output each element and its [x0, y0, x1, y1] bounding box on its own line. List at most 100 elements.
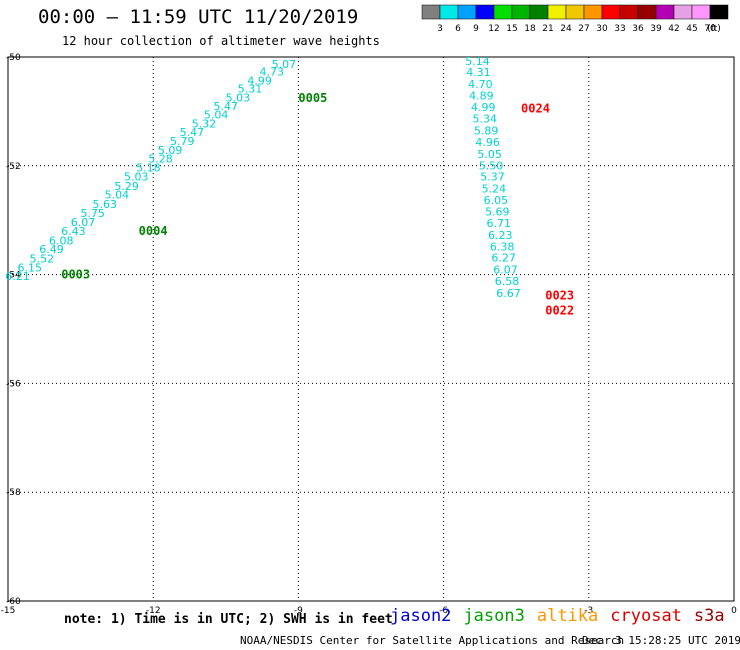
credit-org: NOAA/NESDIS Center for Satellite Applica…: [240, 634, 625, 647]
swh-value: 5.14: [465, 55, 490, 68]
swh-value: 6.15: [18, 262, 43, 275]
page-subtitle: 12 hour collection of altimeter wave hei…: [62, 34, 380, 48]
swh-value: 5.47: [180, 126, 205, 139]
legend-label: 15: [506, 24, 517, 34]
swh-value: 6.07: [493, 264, 518, 277]
x-tick-label: -9: [294, 606, 303, 616]
credit-line: NOAA/NESDIS Center for Satellite Applica…: [240, 634, 740, 647]
swh-value: 5.34: [472, 112, 497, 125]
y-tick-label: -52: [6, 162, 21, 172]
swh-value: 5.24: [482, 183, 507, 196]
swh-value: 5.07: [272, 58, 297, 71]
pass-number: 0022: [545, 304, 574, 318]
legend-label: 3: [437, 24, 443, 34]
legend-swatch: [619, 4, 639, 20]
swh-value: 6.67: [496, 287, 521, 300]
swh-value: 4.70: [468, 78, 493, 91]
swh-value: 5.47: [214, 100, 239, 113]
swh-value: 5.32: [192, 117, 217, 130]
swh-value: 6.07: [71, 216, 96, 229]
swh-value: 4.73: [260, 66, 285, 79]
legend-swatch: [475, 4, 495, 20]
swh-value: 4.89: [469, 90, 494, 103]
pass-number: 0024: [521, 102, 550, 116]
swh-value: 5.69: [485, 205, 510, 218]
x-tick-label: -3: [584, 606, 593, 616]
mission-altika: altika: [536, 606, 599, 626]
swh-value: 5.09: [158, 144, 183, 157]
pass-number: 0005: [298, 91, 327, 105]
x-tick-label: 0: [731, 606, 737, 616]
pass-number: 0004: [139, 224, 168, 238]
y-tick-label: -50: [6, 53, 21, 63]
swh-value: 4.99: [247, 74, 272, 87]
legend-label: 45: [686, 24, 697, 34]
wave-height-points: 5.074.734.995.315.035.475.045.325.475.79…: [5, 55, 520, 300]
swh-value: 6.38: [490, 240, 515, 253]
swh-value: 5.29: [114, 180, 139, 193]
mission-s3a: s3a: [693, 606, 725, 626]
legend-swatch: [421, 4, 441, 20]
legend-swatch: [637, 4, 657, 20]
legend-swatch: [457, 4, 477, 20]
swh-value: 5.04: [105, 189, 130, 202]
legend-label: 21: [542, 24, 553, 34]
legend-swatch: [565, 4, 585, 20]
swh-value: 6.58: [495, 275, 520, 288]
legend-swatch: [601, 4, 621, 20]
legend-label: 36: [632, 24, 644, 34]
swh-value: 5.31: [238, 83, 263, 96]
note-text: note: 1) Time is in UTC; 2) SWH is in fe…: [64, 612, 393, 627]
swh-value: 6.21: [5, 270, 30, 283]
swh-value: 5.79: [170, 135, 195, 148]
pass-number: 0023: [545, 288, 574, 302]
legend-label: 27: [578, 24, 589, 34]
credit-timestamp: Dec 3 15:28:25 UTC 2019: [582, 634, 740, 647]
legend-swatch: [709, 4, 729, 20]
legend-label: 39: [650, 24, 662, 34]
swh-value: 5.28: [148, 153, 173, 166]
swh-value: 5.50: [479, 159, 504, 172]
color-legend: 3 6 9 12 15 18 21 24 27 30 33 36 39 42 45 70(ft): [421, 4, 729, 34]
x-tick-label: -12: [146, 606, 161, 616]
x-tick-label: -15: [1, 606, 16, 616]
legend-swatch: [673, 4, 693, 20]
map-frame: [7, 56, 735, 602]
mission-cryosat: cryosat: [610, 606, 682, 626]
swh-value: 5.63: [93, 198, 118, 211]
y-tick-label: -58: [6, 488, 21, 498]
swh-value: 5.03: [226, 91, 251, 104]
mission-jason2: jason2: [390, 606, 452, 626]
swh-value: 5.18: [136, 161, 161, 174]
swh-value: 4.96: [475, 136, 500, 149]
y-tick-label: -56: [6, 379, 21, 389]
legend-swatch: [583, 4, 603, 20]
legend-label: 24: [560, 24, 572, 34]
swh-value: 4.31: [466, 66, 491, 79]
legend-swatch: [511, 4, 531, 20]
swh-value: 6.71: [487, 217, 512, 230]
mission-legend: jason2 jason3 altika cryosat s3a: [390, 606, 737, 626]
legend-label: 42: [668, 24, 679, 34]
legend-label: 12: [488, 24, 499, 34]
mission-jason3: jason3: [463, 606, 525, 626]
swh-value: 5.05: [477, 148, 502, 161]
legend-swatch: [691, 4, 711, 20]
legend-label: 30: [596, 24, 608, 34]
legend-swatch: [655, 4, 675, 20]
legend-swatch: [439, 4, 459, 20]
legend-swatch: [493, 4, 513, 20]
x-tick-label: -6: [439, 606, 448, 616]
swh-value: 6.08: [49, 234, 74, 247]
legend-label: 33: [614, 24, 625, 34]
legend-label: 18: [524, 24, 536, 34]
swh-value: 4.99: [471, 101, 496, 114]
legend-label: 9: [473, 24, 479, 34]
swh-value: 5.37: [480, 171, 505, 184]
swh-value: 5.75: [80, 207, 105, 220]
swh-value: 6.27: [491, 252, 516, 265]
legend-unit: (ft): [707, 24, 721, 34]
swh-value: 5.89: [474, 124, 499, 137]
page-title: 00:00 – 11:59 UTC 11/20/2019: [38, 6, 359, 28]
